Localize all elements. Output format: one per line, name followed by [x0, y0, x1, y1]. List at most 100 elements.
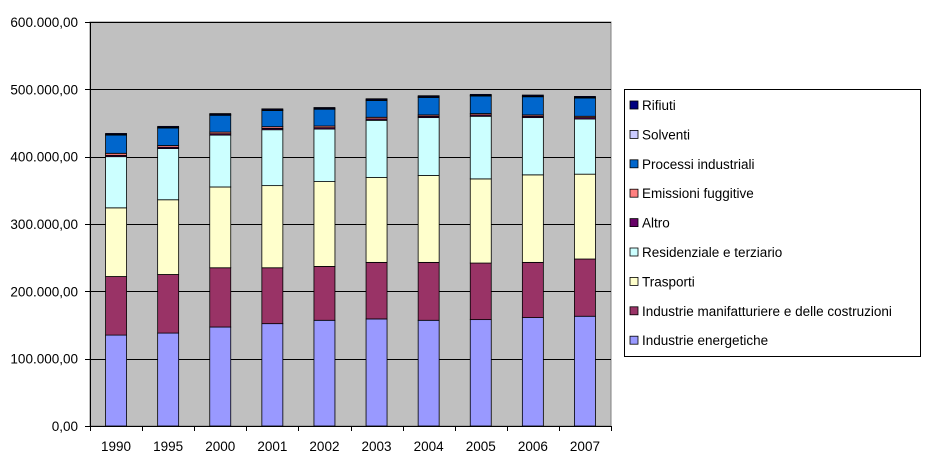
bar-segment [209, 267, 232, 328]
legend-item: Processi industriali [629, 157, 755, 172]
bar-segment [105, 276, 127, 336]
bar-segment [417, 117, 440, 176]
bar-segment [417, 319, 440, 427]
legend-item: Rifiuti [629, 98, 676, 113]
bar-segment [574, 258, 596, 317]
legend-swatch [629, 129, 639, 139]
legend-label: Rifiuti [642, 98, 676, 113]
x-tick-label: 2005 [466, 439, 496, 454]
axes [85, 22, 612, 431]
bar-segment [105, 156, 127, 209]
bar-segment [261, 185, 284, 269]
x-tick-label: 2001 [257, 439, 287, 454]
bar-segment [157, 125, 180, 128]
bar-segment [521, 317, 544, 427]
legend-label: Altro [642, 216, 670, 231]
legend-item: Solventi [629, 127, 690, 142]
legend-swatch [629, 306, 639, 316]
bar-stack-2001 [261, 108, 284, 427]
bar-segment [157, 127, 180, 146]
y-tick-label: 200.000,00 [10, 284, 78, 299]
bar-segment [261, 267, 284, 325]
bar-segment [209, 113, 232, 115]
bar-segment [574, 96, 596, 98]
bar-segment [417, 95, 440, 98]
y-axis-tick-labels: 0,00 100.000,00 200.000,00 300.000,00 400.00… [10, 15, 78, 434]
bar-segment [469, 115, 492, 180]
x-axis-tick-labels: 1990 1995 2000 2001 2002 2003 2004 2005 2006 2007 [101, 439, 600, 454]
bar-segment [365, 98, 388, 101]
bar-segment [469, 93, 492, 96]
bar-segment [261, 323, 284, 427]
x-tick-label: 1990 [101, 439, 131, 454]
bar-segment [521, 96, 544, 116]
y-tick-label: 0,00 [52, 419, 78, 434]
bar-segment [417, 97, 440, 116]
bar-segment [469, 262, 492, 321]
y-tick-label: 600.000,00 [10, 15, 78, 30]
legend-swatch [629, 276, 639, 286]
legend-item: Residenziale e terziario [629, 245, 782, 260]
legend-item: Altro [629, 216, 670, 231]
bar-segment [417, 175, 440, 263]
legend-box [624, 89, 921, 357]
x-tick-label: 2002 [309, 439, 339, 454]
bar-segment [469, 178, 492, 264]
x-tick-label: 2000 [205, 439, 235, 454]
x-tick-label: 2004 [414, 439, 445, 454]
bar-segment [313, 108, 336, 127]
legend-swatch [629, 247, 639, 257]
bar-stack-2005 [469, 93, 492, 427]
bar-stack-2003 [365, 98, 388, 427]
bar-segment [261, 129, 284, 187]
y-tick-label: 400.000,00 [10, 150, 78, 165]
bar-segment [365, 119, 388, 178]
bar-segment [157, 274, 180, 334]
bar-segment [365, 318, 388, 427]
y-tick-label: 100.000,00 [10, 352, 78, 367]
bar-segment [521, 117, 544, 176]
bar-segment [365, 261, 388, 320]
bar-segment [469, 95, 492, 114]
legend-label: Emissioni fuggitive [642, 186, 754, 201]
bar-segment [105, 133, 127, 135]
bar-segment [469, 319, 492, 427]
bar-segment [574, 315, 596, 427]
legend-swatch [629, 218, 639, 228]
bar-segment [157, 332, 180, 427]
bar-segment [209, 134, 232, 188]
bar-segment [209, 186, 232, 269]
legend-label: Solventi [642, 127, 690, 142]
legend-label: Processi industriali [642, 157, 755, 172]
bars [105, 93, 596, 427]
legend-swatch [629, 188, 639, 198]
bar-segment [365, 100, 388, 118]
bar-segment [209, 114, 232, 133]
bar-segment [313, 181, 336, 267]
legend-swatch [629, 159, 639, 169]
bar-segment [365, 177, 388, 263]
x-tick-label: 2006 [518, 439, 548, 454]
bar-segment [574, 97, 596, 117]
bar-segment [313, 128, 336, 182]
bar-stack-2000 [209, 113, 232, 427]
y-tick-label: 300.000,00 [10, 217, 78, 232]
bar-segment [157, 148, 180, 201]
bar-stack-1995 [157, 125, 180, 427]
bar-stack-2006 [521, 94, 544, 427]
legend-item: Trasporti [629, 274, 695, 289]
legend-item: Industrie energetiche [629, 333, 768, 348]
bar-segment [574, 118, 596, 175]
bar-stack-1990 [105, 133, 127, 427]
x-tick-label: 2003 [362, 439, 392, 454]
bar-segment [574, 173, 596, 260]
legend-label: Industrie energetiche [642, 333, 768, 348]
bar-segment [521, 94, 544, 97]
legend-swatch [629, 100, 639, 110]
legend-label: Trasporti [642, 274, 695, 289]
bar-segment [157, 199, 180, 275]
bar-stack-2004 [417, 95, 440, 427]
bar-segment [261, 110, 284, 128]
bar-segment [105, 334, 127, 427]
